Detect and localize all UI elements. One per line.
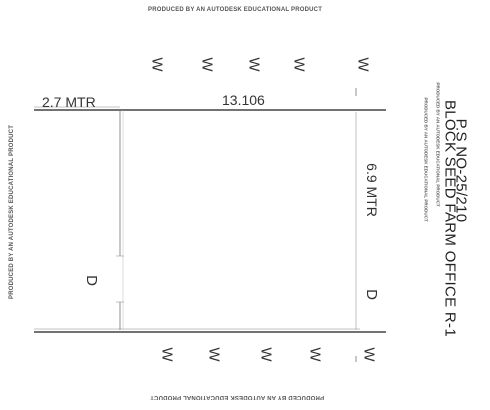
window-marker-top-1: W (148, 57, 166, 72)
window-marker-top-3: W (245, 57, 263, 72)
window-marker-top-4: W (290, 57, 308, 72)
window-marker-top-2: W (198, 57, 216, 72)
door-marker-left: D (82, 275, 100, 286)
window-marker-bottom-4: W (306, 347, 324, 362)
window-marker-bottom-3: W (257, 347, 275, 362)
window-marker-bottom-2: W (205, 347, 223, 362)
dimension-front-length: 13.106 (222, 92, 265, 108)
window-marker-bottom-1: W (158, 347, 176, 362)
door-marker-right: D (362, 289, 380, 300)
watermark-top: PRODUCED BY AN AUTODESK EDUCATIONAL PROD… (148, 7, 323, 13)
dimension-depth: 6.9 MTR (364, 163, 380, 217)
dimension-left-width: 2.7 MTR (42, 94, 96, 110)
office-name-title: BLOCK SEED FARM OFFICE R-1 (441, 99, 459, 337)
window-marker-bottom-5: W (360, 347, 378, 362)
window-marker-top-5: W (354, 57, 372, 72)
